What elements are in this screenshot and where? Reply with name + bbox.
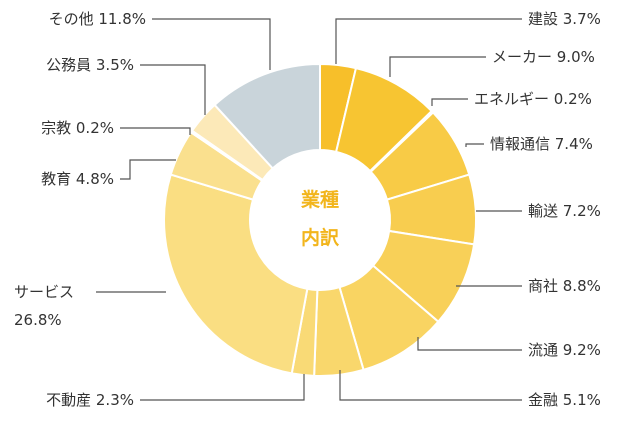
slice-label-教育: 教育 4.8% (41, 170, 114, 188)
leader-lines (96, 18, 522, 401)
slice-label-金融: 金融 5.1% (528, 391, 601, 409)
slice-label-流通: 流通 9.2% (528, 341, 601, 359)
slice-labels: 建設 3.7% メーカー 9.0% エネルギー 0.2% 情報通信 7.4% 輸送 7.… (14, 10, 601, 409)
leader-line-情報通信 (465, 143, 484, 147)
slice-label-建設: 建設 3.7% (528, 10, 601, 28)
leader-line-エネルギー (431, 98, 468, 106)
leader-line-教育 (120, 159, 176, 180)
slice-label-サービス-1: サービス (14, 283, 74, 301)
slice-label-その他: その他 11.8% (49, 10, 146, 28)
slice-label-宗教: 宗教 0.2% (41, 119, 114, 137)
slice-サービス (163, 173, 309, 375)
slice-label-エネルギー: エネルギー 0.2% (474, 90, 592, 108)
leader-line-その他 (152, 18, 271, 70)
center-label: 業種 内訳 (300, 188, 340, 249)
slice-その他 (213, 62, 321, 170)
leader-line-不動産 (140, 374, 305, 401)
slice-label-サービス-2: 26.8% (14, 311, 62, 329)
leader-line-メーカー (389, 56, 486, 77)
leader-line-建設 (335, 18, 522, 64)
leader-line-公務員 (140, 64, 206, 115)
slice-label-公務員: 公務員 3.5% (46, 56, 134, 74)
slice-label-不動産: 不動産 2.3% (46, 391, 134, 409)
slice-label-メーカー: メーカー 9.0% (492, 48, 595, 66)
slice-label-商社: 商社 8.8% (528, 277, 601, 295)
leader-line-金融 (339, 370, 522, 401)
center-label-line-1: 業種 (300, 188, 339, 211)
leader-line-宗教 (120, 127, 191, 135)
slice-label-輸送: 輸送 7.2% (528, 202, 601, 220)
center-label-line-2: 内訳 (301, 226, 340, 249)
leader-line-流通 (417, 337, 522, 351)
slice-label-情報通信: 情報通信 7.4% (490, 135, 593, 153)
donut-slices (163, 62, 477, 377)
